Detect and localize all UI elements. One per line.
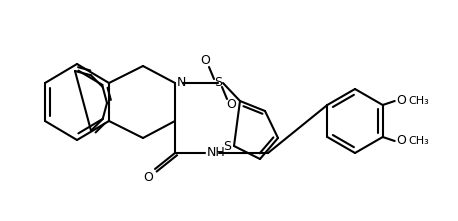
Text: CH₃: CH₃: [409, 136, 430, 146]
Text: S: S: [214, 76, 222, 90]
Text: O: O: [143, 171, 153, 184]
Text: N: N: [177, 76, 186, 88]
Text: O: O: [200, 55, 210, 67]
Text: NH: NH: [207, 147, 226, 160]
Text: O: O: [397, 135, 407, 147]
Text: CH₃: CH₃: [409, 96, 430, 106]
Text: O: O: [397, 95, 407, 107]
Text: S: S: [223, 139, 231, 152]
Text: O: O: [226, 99, 236, 112]
